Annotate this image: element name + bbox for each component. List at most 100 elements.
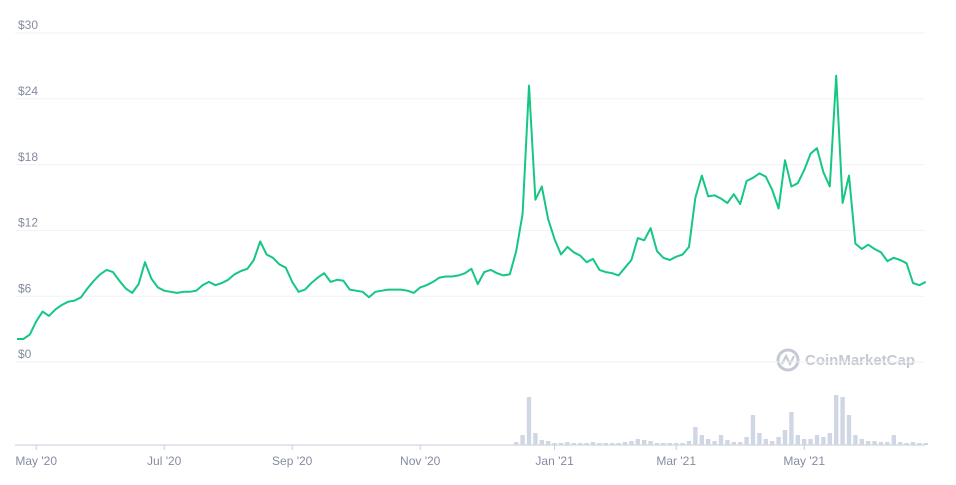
volume-bar [309,444,314,445]
volume-bar [142,444,148,445]
volume-bar [59,444,64,445]
volume-bar [40,444,45,445]
volume-bar [712,441,717,445]
plot: $0 $6 $12 $18 $24 $30 May '20 Jul '20 Sep '20 Nov… [14,18,928,468]
watermark: CoinMarketCap [805,352,915,369]
volume-bar [590,442,596,445]
volume-bar [654,443,660,445]
volume-bar [910,442,916,445]
volume-bar [814,435,820,445]
volume-bar [763,439,768,445]
volume-bar [686,441,692,445]
volume-bar [565,442,570,445]
volume-bar [584,443,589,445]
y-tick-label: $0 [18,347,32,361]
volume-bar [667,443,672,445]
volume-bar [162,444,167,445]
volume-bar [130,444,135,445]
volume-bar [328,444,333,445]
volume-bar [277,444,282,445]
x-tick-label: May '21 [783,454,825,468]
volume-bar [341,444,346,445]
volume-bar [866,441,871,445]
volume-bar [72,444,77,445]
y-tick-label: $24 [18,84,38,98]
volume-bar [379,444,384,445]
volume-bar [424,444,429,445]
volume-bar [885,442,890,445]
volume-bar [475,444,480,445]
volume-bar [386,444,391,445]
volume-bar [104,444,109,445]
volume-bar [520,435,525,445]
volume-bar [181,444,186,445]
volume-bar [418,444,423,445]
volume-bar [597,443,602,445]
volume-bar [821,437,826,445]
volume-bar [526,397,532,445]
volume-bar [443,444,448,445]
volume-bar [149,444,154,445]
volume-bar [136,444,141,445]
volume-bar [878,442,884,445]
volume-bar [91,444,96,445]
volume-bar [174,444,180,445]
x-tick-label: Sep '20 [272,454,313,468]
x-tick-label: Jul '20 [147,454,182,468]
y-tick-label: $18 [18,150,38,164]
x-tick-label: Nov '20 [400,454,441,468]
volume-bar [795,435,800,445]
volume-bar [738,442,743,445]
volume-bar [283,444,288,445]
volume-bar [629,441,634,445]
watermark-logo [776,348,800,372]
volume-bar [85,444,90,445]
volume-bar [437,444,442,445]
volume-bar [411,444,416,445]
volume-bar [923,443,928,445]
volume-bar [840,397,845,445]
volume-bar [213,444,218,445]
volume-bar [21,444,26,445]
y-tick-label: $12 [18,216,38,230]
volume-bar [251,444,256,445]
volume-bar [482,444,487,445]
volume-bar [200,444,205,445]
volume-bar [78,444,84,445]
volume-bar [258,444,263,445]
y-tick-label: $6 [18,281,32,295]
volume-bar [290,444,295,445]
volume-bar [488,444,493,445]
volume-bar [514,442,519,445]
volume-bar [578,443,583,445]
volume-bar [507,444,512,445]
volume-bar [194,444,199,445]
volume-bar [827,433,832,445]
volume-bar [334,444,340,445]
volume-bar [347,444,352,445]
volume-bar [834,395,839,445]
volume-bar [616,443,621,445]
volume-bar [360,444,365,445]
volume-bar [66,444,71,445]
volume-bar [27,444,32,445]
volume-bar [270,444,276,445]
x-tick-label: Jan '21 [535,454,574,468]
volume-bar [14,444,20,445]
volume-bar [680,443,685,445]
volume-bar [110,444,116,445]
volume-bar [750,415,756,445]
volume-bar [859,439,864,445]
volume-bar [450,444,455,445]
volume-bar [731,442,736,445]
volume-bar [635,439,640,445]
volume-bar [456,444,461,445]
volume-bar [219,444,224,445]
volume-bar [264,444,269,445]
volume-bar [315,444,320,445]
volume-bar [546,441,551,445]
volume-bar [238,444,244,445]
volume-bar [302,444,308,445]
volume-bar [462,444,468,445]
